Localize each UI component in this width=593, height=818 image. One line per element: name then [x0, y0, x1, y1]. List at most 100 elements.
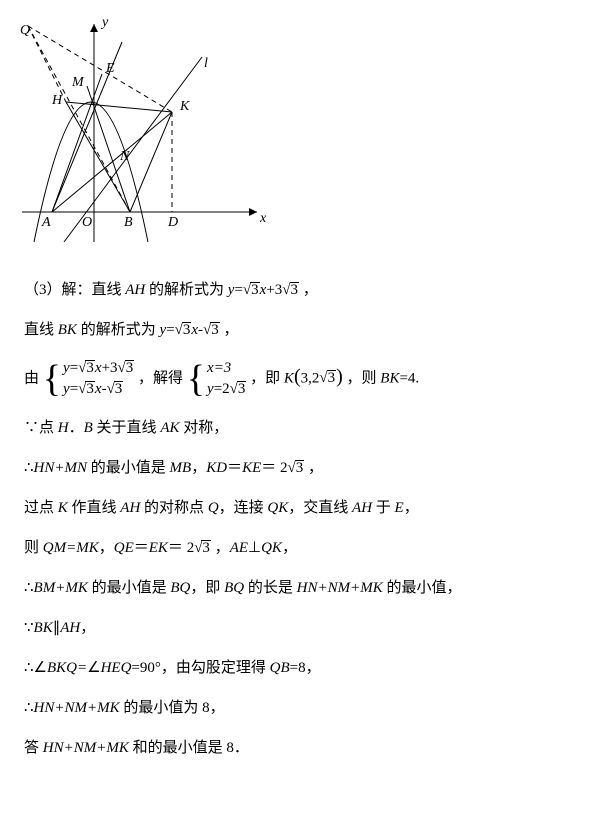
txt: 的最小值为 8， — [120, 700, 225, 716]
eq: = — [166, 322, 174, 338]
para-sym: ∵点 H．B 关于直线 AK 对称， — [24, 416, 569, 440]
therefore: ∴ — [24, 460, 34, 476]
because: ∵ — [24, 620, 34, 636]
var-AK: AK — [160, 420, 179, 436]
txt: 的最小值， — [383, 580, 462, 596]
eq: ＝ — [168, 540, 183, 556]
txt: （3）解：直线 — [24, 282, 125, 298]
txt: 答 — [24, 740, 43, 756]
svg-text:B: B — [124, 215, 133, 230]
txt: 作直线 — [68, 500, 121, 516]
var-BK: BK — [34, 620, 53, 636]
para-3-intro: （3）解：直线 AH 的解析式为 y=√3x+3√3 ， — [24, 278, 569, 302]
para-q: 过点 K 作直线 AH 的对称点 Q，连接 QK，交直线 AH 于 E， — [24, 496, 569, 520]
eq: ＝ — [134, 540, 149, 556]
txt: 的最小值是 — [88, 580, 171, 596]
txt: 于 — [372, 500, 395, 516]
expr: HN+MN — [34, 460, 87, 476]
txt: 则 — [24, 540, 43, 556]
para-bmmk: ∴BM+MK 的最小值是 BQ，即 BQ 的长是 HN+NM+MK 的最小值， — [24, 576, 569, 600]
var-QE: QE — [114, 540, 134, 556]
var-Q: Q — [208, 500, 219, 516]
system-1: { y=√3x+3√3 y=√3x-√3 — [43, 358, 135, 400]
solution-text: （3）解：直线 AH 的解析式为 y=√3x+3√3 ， 直线 BK 的解析式为… — [0, 260, 593, 794]
comma: ， — [303, 282, 318, 298]
therefore: ∴ — [24, 580, 34, 596]
var-BKQ: BKQ= — [47, 660, 87, 676]
num2: 2 — [187, 540, 195, 556]
paren-open: ( — [294, 365, 301, 387]
dot: ． — [69, 420, 84, 436]
var-QK: QK — [267, 500, 288, 516]
svg-text:x: x — [259, 211, 267, 226]
expr: HN+NM+MK — [43, 740, 129, 756]
svg-text:y: y — [100, 15, 109, 30]
var-QK: QK — [261, 540, 282, 556]
var-AH: AH — [120, 500, 140, 516]
txt: 对称， — [179, 420, 228, 436]
var-MB: MB — [170, 460, 192, 476]
comma: ， — [308, 460, 323, 476]
svg-text:D: D — [167, 215, 178, 230]
eq4: =4. — [399, 370, 419, 386]
sqrt3: √3 — [288, 460, 305, 476]
comma: ， — [99, 540, 114, 556]
txt-ji: ，即 — [250, 370, 284, 386]
var-AH: AH — [352, 500, 372, 516]
para-system: 由 { y=√3x+3√3 y=√3x-√3 ，解得 { x=3 y=2√3 ，… — [24, 358, 569, 400]
var-x: x — [191, 322, 198, 338]
system-2: { x=3 y=2√3 — [187, 358, 247, 400]
var-KE: KE — [242, 460, 261, 476]
txt: 的解析式为 — [149, 282, 228, 298]
svg-text:K: K — [179, 99, 190, 114]
comma: ， — [223, 322, 238, 338]
txt: ，交直线 — [288, 500, 352, 516]
var-EK: EK — [149, 540, 168, 556]
eq: ＝ — [227, 460, 242, 476]
sqrt3: √3 — [203, 322, 220, 338]
sqrt3: √3 — [243, 282, 260, 298]
txt: ，连接 — [219, 500, 268, 516]
figure-container: xylQAOBDHEMKN — [0, 0, 593, 260]
svg-text:N: N — [119, 149, 130, 164]
comma: ， — [282, 540, 297, 556]
txt: ∵点 — [24, 420, 58, 436]
expr: HN+NM+MK — [297, 580, 383, 596]
para-bk-eq: 直线 BK 的解析式为 y=√3x-√3 ， — [24, 318, 569, 342]
para-qm: 则 QM=MK，QE＝EK＝ 2√3 ，AE⊥QK， — [24, 536, 569, 560]
txt-solve: ，解得 — [138, 370, 183, 386]
svg-text:l: l — [204, 56, 208, 71]
svg-text:M: M — [71, 75, 85, 90]
txt: 的长是 — [244, 580, 297, 596]
eq: ＝ — [261, 460, 276, 476]
txt: 的对称点 — [140, 500, 208, 516]
comma: ， — [191, 460, 206, 476]
comma: ， — [404, 500, 419, 516]
expr: BM+MK — [34, 580, 88, 596]
var-BK: BK — [58, 322, 77, 338]
var-E: E — [395, 500, 404, 516]
var-AH: AH — [60, 620, 80, 636]
eq: = — [234, 282, 242, 298]
para-angle: ∴∠BKQ=∠HEQ=90°，由勾股定理得 QB=8， — [24, 656, 569, 680]
var-HEQ: HEQ — [101, 660, 132, 676]
var-AH: AH — [125, 282, 145, 298]
comma: ， — [215, 540, 230, 556]
var-B: B — [84, 420, 93, 436]
therefore: ∴ — [24, 700, 34, 716]
para-parallel: ∵BK∥AH， — [24, 616, 569, 640]
var-BK: BK — [380, 370, 399, 386]
svg-text:H: H — [51, 93, 63, 108]
sqrt3: √3 — [194, 540, 211, 556]
txt-ze: ，则 — [347, 370, 381, 386]
var-H: H — [58, 420, 69, 436]
var-K: K — [284, 370, 294, 386]
var-K: K — [58, 500, 68, 516]
var-BQ: BQ — [224, 580, 244, 596]
txt-by: 由 — [24, 370, 39, 386]
sqrt3: √3 — [175, 322, 192, 338]
txt: =8， — [290, 660, 321, 676]
svg-text:E: E — [105, 61, 115, 76]
comma: ， — [80, 620, 95, 636]
txt: 过点 — [24, 500, 58, 516]
